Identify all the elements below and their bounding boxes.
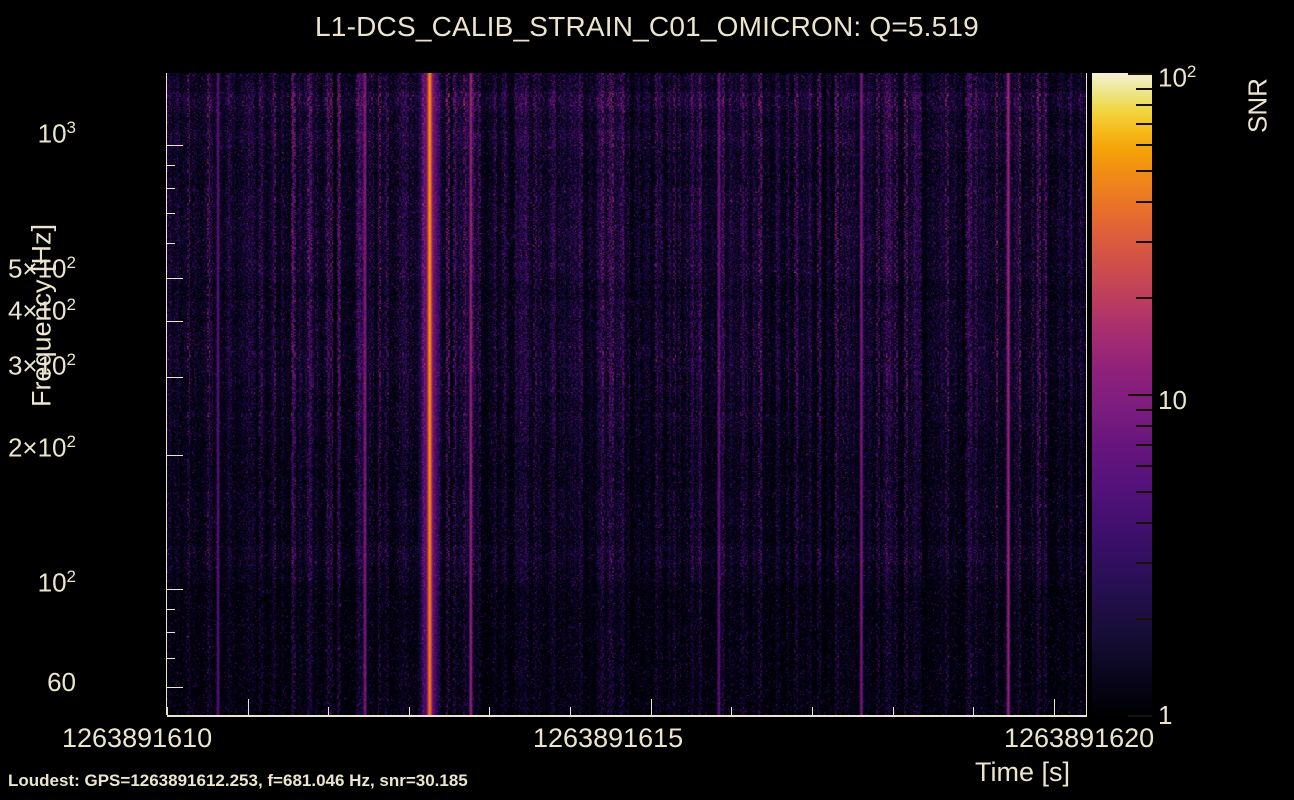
colorbar-tick	[1136, 491, 1152, 493]
y-axis-tick	[167, 609, 175, 610]
x-axis-tick	[973, 707, 974, 715]
y-axis-tick	[167, 589, 183, 590]
y-axis-title: Frequency [Hz]	[26, 223, 57, 408]
colorbar-title: SNR	[1242, 78, 1273, 133]
x-axis-tick	[731, 707, 732, 715]
colorbar-tick	[1128, 73, 1152, 75]
y-axis-tick	[167, 455, 183, 456]
x-axis-tick	[893, 707, 894, 715]
x-axis-tick-label: 1263891620	[1004, 723, 1155, 753]
colorbar-tick	[1136, 444, 1152, 446]
colorbar-tick	[1136, 409, 1152, 411]
x-axis-tick	[409, 707, 410, 715]
colorbar-tick	[1136, 522, 1152, 524]
axis-bottom-spine	[167, 715, 1087, 717]
x-axis-tick	[489, 707, 490, 715]
figure-title: L1-DCS_CALIB_STRAIN_C01_OMICRON: Q=5.519	[315, 11, 979, 42]
colorbar-tick-label: 102	[1158, 62, 1197, 93]
axis-right-spine	[1086, 73, 1087, 715]
y-axis-tick-label: 60	[47, 667, 76, 697]
y-axis-tick	[167, 321, 183, 322]
colorbar-tick	[1136, 562, 1152, 564]
colorbar-tick	[1136, 465, 1152, 467]
y-axis-tick	[167, 632, 175, 633]
x-axis-tick	[651, 699, 652, 715]
colorbar-tick	[1136, 618, 1152, 620]
colorbar-tick	[1136, 201, 1152, 203]
x-axis-tick	[328, 707, 329, 715]
colorbar-tick	[1128, 394, 1152, 396]
y-axis-tick-label: 103	[37, 118, 76, 149]
y-axis-tick	[167, 687, 183, 688]
spectrogram-plot-area[interactable]	[167, 73, 1086, 715]
y-axis-tick-label: 4×102	[7, 295, 76, 326]
x-axis-tick-label: 1263891610	[62, 723, 213, 753]
y-axis-tick	[167, 243, 175, 244]
colorbar-tick	[1136, 170, 1152, 172]
colorbar-tick-label: 1	[1158, 700, 1173, 730]
y-axis-tick	[167, 213, 175, 214]
y-axis-tick-label: 2×102	[7, 432, 76, 463]
colorbar-tick	[1136, 241, 1152, 243]
x-axis-tick-label: 1263891615	[533, 723, 684, 753]
x-axis-tick	[1054, 699, 1055, 715]
spectrogram-image	[167, 73, 1086, 715]
axis-left-spine	[166, 73, 167, 715]
spectrogram-pixels	[167, 73, 1086, 715]
y-axis-tick-label: 5×102	[7, 253, 76, 284]
x-axis-tick	[167, 707, 168, 715]
colorbar-tick	[1128, 715, 1152, 717]
y-axis-tick	[167, 278, 183, 279]
y-axis-tick	[167, 145, 183, 146]
colorbar-tick	[1136, 123, 1152, 125]
colorbar-tick-label: 10	[1158, 385, 1187, 415]
y-axis-tick	[167, 377, 183, 378]
colorbar-tick	[1136, 104, 1152, 106]
colorbar-tick	[1136, 425, 1152, 427]
x-axis-tick	[570, 707, 571, 715]
y-axis-tick-label: 3×102	[7, 350, 76, 381]
x-axis-title: Time [s]	[975, 757, 1071, 787]
y-axis-tick	[167, 165, 175, 166]
x-axis-tick	[812, 707, 813, 715]
colorbar-tick	[1136, 297, 1152, 299]
colorbar-tick	[1136, 144, 1152, 146]
loudest-event-annotation: Loudest: GPS=1263891612.253, f=681.046 H…	[8, 771, 468, 790]
y-axis-tick	[167, 658, 175, 659]
colorbar-tick	[1136, 88, 1152, 90]
x-axis-tick	[248, 699, 249, 715]
y-axis-tick	[167, 188, 175, 189]
y-axis-tick-label: 102	[37, 567, 76, 598]
